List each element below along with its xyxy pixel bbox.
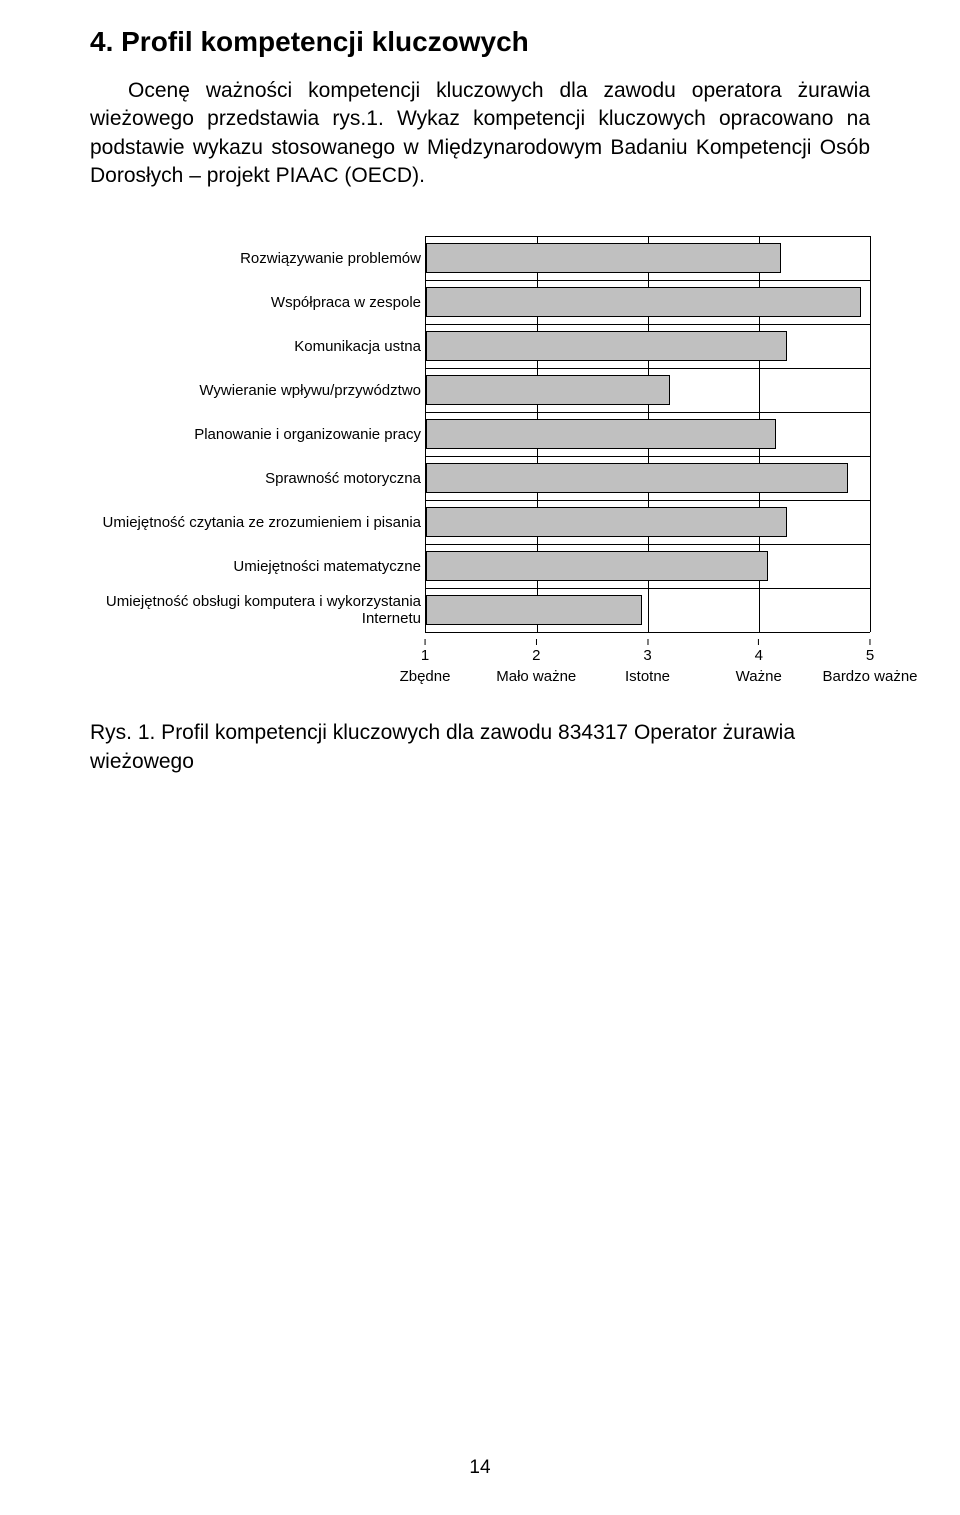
- chart-row-label: Sprawność motoryczna: [90, 456, 425, 500]
- chart-x-tick-label: Zbędne: [400, 668, 451, 685]
- competency-chart: Rozwiązywanie problemówWspółpraca w zesp…: [90, 236, 870, 633]
- chart-x-tick-label: Istotne: [625, 668, 670, 685]
- chart-row: [426, 236, 870, 280]
- chart-bar: [426, 551, 768, 581]
- chart-row-label: Wywieranie wpływu/przywództwo: [90, 368, 425, 412]
- figure-caption: Rys. 1. Profil kompetencji kluczowych dl…: [90, 719, 870, 776]
- chart-x-tick: 3 Istotne: [625, 639, 670, 685]
- chart-x-tick: 4 Ważne: [736, 639, 782, 685]
- chart-bar: [426, 595, 642, 625]
- chart-row: [426, 500, 870, 544]
- chart-x-tick-label: Bardzo ważne: [822, 668, 917, 685]
- chart-row: [426, 324, 870, 368]
- chart-bar: [426, 463, 848, 493]
- chart-x-tick-number: 3: [643, 647, 651, 664]
- chart-x-tick: 2 Mało ważne: [496, 639, 576, 685]
- chart-row-label: Współpraca w zespole: [90, 280, 425, 324]
- chart-bar: [426, 243, 781, 273]
- intro-text: Ocenę ważności kompetencji kluczowych dl…: [90, 79, 870, 187]
- chart-row-label: Umiejętności matematyczne: [90, 544, 425, 588]
- chart-row: [426, 412, 870, 456]
- section-heading: 4. Profil kompetencji kluczowych: [90, 24, 870, 59]
- chart-row-label: Planowanie i organizowanie pracy: [90, 412, 425, 456]
- chart-gridline: [870, 236, 871, 632]
- chart-x-tick: 5 Bardzo ważne: [822, 639, 917, 685]
- chart-y-labels: Rozwiązywanie problemówWspółpraca w zesp…: [90, 236, 425, 633]
- chart-row: [426, 588, 870, 632]
- chart-row-label: Komunikacja ustna: [90, 324, 425, 368]
- chart-x-tick: 1 Zbędne: [400, 639, 451, 685]
- chart-row: [426, 368, 870, 412]
- chart-x-axis: 1Zbędne2Mało ważne3Istotne4Ważne5Bardzo …: [90, 639, 870, 707]
- chart-x-tick-number: 2: [532, 647, 540, 664]
- chart-row-label: Umiejętność czytania ze zrozumieniem i p…: [90, 500, 425, 544]
- chart-x-tick-label: Ważne: [736, 668, 782, 685]
- chart-bar: [426, 287, 861, 317]
- chart-plot-area: [425, 236, 870, 633]
- chart-row: [426, 280, 870, 324]
- intro-paragraph: Ocenę ważności kompetencji kluczowych dl…: [90, 77, 870, 190]
- chart-bar: [426, 507, 787, 537]
- chart-row-label: Rozwiązywanie problemów: [90, 236, 425, 280]
- chart-row-label: Umiejętność obsługi komputera i wykorzys…: [90, 588, 425, 632]
- chart-x-tick-label: Mało ważne: [496, 668, 576, 685]
- chart-bar: [426, 375, 670, 405]
- chart-row: [426, 456, 870, 500]
- chart-bar: [426, 419, 776, 449]
- chart-x-tick-number: 1: [421, 647, 429, 664]
- page-number: 14: [0, 1457, 960, 1479]
- chart-bar: [426, 331, 787, 361]
- chart-x-tick-number: 5: [866, 647, 874, 664]
- chart-row: [426, 544, 870, 588]
- chart-x-tick-number: 4: [755, 647, 763, 664]
